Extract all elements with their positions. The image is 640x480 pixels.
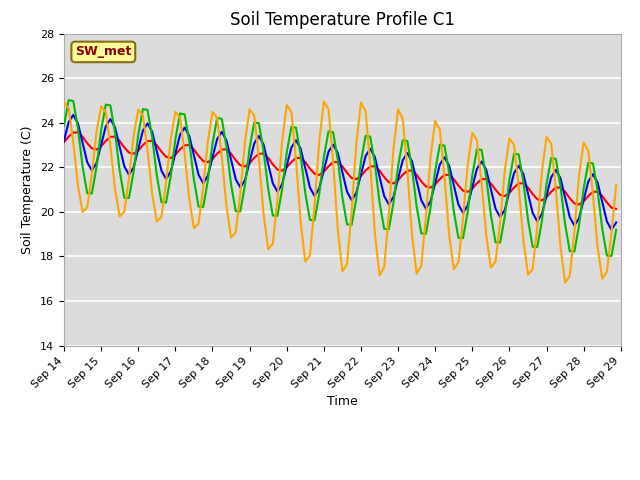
- X-axis label: Time: Time: [327, 396, 358, 408]
- Y-axis label: Soil Temperature (C): Soil Temperature (C): [22, 125, 35, 254]
- Title: Soil Temperature Profile C1: Soil Temperature Profile C1: [230, 11, 455, 29]
- Text: SW_met: SW_met: [75, 46, 131, 59]
- Legend: -32cm, -16cm, -8cm, -2cm: -32cm, -16cm, -8cm, -2cm: [159, 479, 526, 480]
